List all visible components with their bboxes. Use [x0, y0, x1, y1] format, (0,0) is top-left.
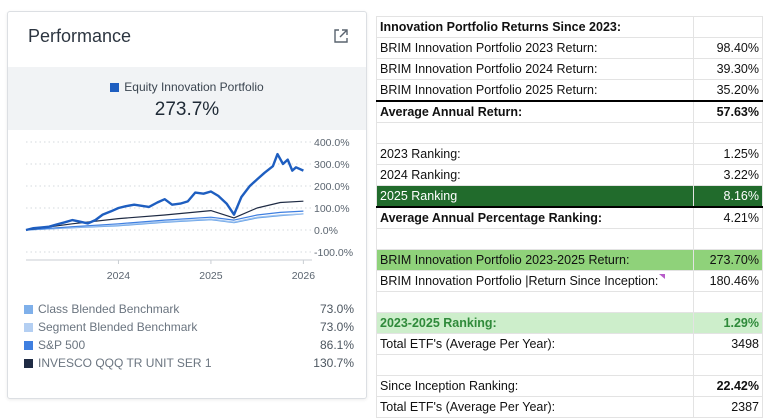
- cell-value[interactable]: 3498: [693, 333, 763, 355]
- y-tick-label: 200.0%: [314, 181, 350, 193]
- cell-label[interactable]: Average Annual Return:: [375, 100, 695, 123]
- legend-label: Segment Blended Benchmark: [38, 320, 198, 334]
- performance-card: Performance Equity Innovation Portfolio …: [7, 11, 367, 399]
- y-tick-label: 300.0%: [314, 159, 350, 171]
- cell-value[interactable]: 1.25%: [693, 143, 763, 165]
- legend-label: INVESCO QQQ TR UNIT SER 1: [38, 356, 212, 370]
- cell-value[interactable]: 57.63%: [693, 100, 763, 123]
- cell-value[interactable]: [693, 354, 763, 376]
- table-row: BRIM Innovation Portfolio |Return Since …: [375, 270, 763, 292]
- x-tick-label: 2024: [107, 270, 131, 282]
- cell-value[interactable]: 98.40%: [693, 37, 763, 59]
- cell-label[interactable]: [375, 291, 695, 313]
- y-tick-label: 100.0%: [314, 203, 350, 215]
- legend-swatch: [24, 305, 33, 314]
- cell-value[interactable]: [693, 16, 763, 38]
- benchmark-legend: Class Blended Benchmark 73.0% Segment Blen…: [22, 301, 354, 373]
- legend-value: 86.1%: [319, 338, 354, 352]
- legend-swatch: [24, 359, 33, 368]
- primary-series-legend: Equity Innovation Portfolio: [8, 80, 366, 94]
- cell-value[interactable]: 180.46%: [693, 270, 763, 292]
- legend-value: 73.0%: [319, 320, 354, 334]
- cell-label[interactable]: [375, 228, 695, 250]
- cell-value[interactable]: [693, 122, 763, 144]
- series-line-equity-innovation-portfolio: [25, 152, 304, 232]
- table-row: Total ETF's (Average Per Year): 2387: [375, 396, 763, 418]
- cell-label[interactable]: 2024 Ranking:: [375, 164, 695, 186]
- table-row: 2025 Ranking 8.16%: [375, 185, 763, 208]
- comment-flag-icon: [659, 273, 666, 279]
- legend-value: 130.7%: [313, 356, 354, 370]
- table-row: Innovation Portfolio Returns Since 2023:: [375, 16, 763, 38]
- cell-label[interactable]: [375, 122, 695, 144]
- card-title: Performance: [28, 26, 132, 46]
- table-row: 2023-2025 Ranking: 1.29%: [375, 312, 763, 334]
- cell-label[interactable]: Total ETF's (Average Per Year):: [375, 333, 695, 355]
- cell-label[interactable]: 2023 Ranking:: [375, 143, 695, 165]
- cell-value[interactable]: [693, 228, 763, 250]
- cell-value[interactable]: 4.21%: [693, 206, 763, 229]
- legend-value: 73.0%: [319, 302, 354, 316]
- table-row: BRIM Innovation Portfolio 2023 Return: 9…: [375, 37, 763, 59]
- y-tick-label: 0.0%: [314, 225, 338, 237]
- cell-label[interactable]: [375, 354, 695, 376]
- returns-spreadsheet: Innovation Portfolio Returns Since 2023:…: [375, 16, 763, 418]
- table-row: BRIM Innovation Portfolio 2023-2025 Retu…: [375, 249, 763, 271]
- cell-label[interactable]: BRIM Innovation Portfolio 2024 Return:: [375, 58, 695, 80]
- cell-label[interactable]: Since Inception Ranking:: [375, 375, 695, 397]
- cell-label[interactable]: BRIM Innovation Portfolio 2025 Return:: [375, 79, 695, 102]
- table-row: 2023 Ranking: 1.25%: [375, 143, 763, 165]
- table-row: BRIM Innovation Portfolio 2025 Return: 3…: [375, 79, 763, 102]
- cell-label[interactable]: 2023-2025 Ranking:: [375, 312, 695, 334]
- table-row: Average Annual Percentage Ranking: 4.21%: [375, 206, 763, 229]
- table-row: [375, 122, 763, 144]
- table-row: Average Annual Return: 57.63%: [375, 100, 763, 123]
- cell-value[interactable]: 273.70%: [693, 249, 763, 271]
- legend-swatch: [24, 323, 33, 332]
- cell-label[interactable]: 2025 Ranking: [375, 185, 695, 208]
- y-tick-label: -100.0%: [314, 247, 353, 259]
- cell-label[interactable]: Average Annual Percentage Ranking:: [375, 206, 695, 229]
- cell-value[interactable]: 35.20%: [693, 79, 763, 102]
- legend-swatch: [24, 341, 33, 350]
- table-row: [375, 354, 763, 376]
- x-tick-label: 2026: [292, 270, 316, 282]
- table-row: Total ETF's (Average Per Year): 3498: [375, 333, 763, 355]
- series-swatch: [110, 83, 120, 92]
- cell-value[interactable]: 3.22%: [693, 164, 763, 186]
- series-line-invesco-qqq-tr-unit-ser-1: [25, 200, 304, 231]
- cell-value[interactable]: 8.16%: [693, 185, 763, 208]
- x-tick-label: 2025: [199, 270, 223, 282]
- series-line-segment-blended-benchmark: [25, 213, 304, 231]
- performance-chart: 400.0% 300.0% 200.0% 100.0% 0.0% -100.0% 2024…: [25, 137, 353, 282]
- cell-label-text: BRIM Innovation Portfolio |Return Since …: [380, 273, 659, 288]
- legend-label: S&P 500: [38, 338, 86, 352]
- series-line-s-p-500: [25, 210, 304, 231]
- table-row: Since Inception Ranking: 22.42%: [375, 375, 763, 397]
- legend-item[interactable]: Segment Blended Benchmark 73.0%: [22, 319, 354, 337]
- legend-item[interactable]: INVESCO QQQ TR UNIT SER 1 130.7%: [22, 355, 354, 373]
- primary-series-name: Equity Innovation Portfolio: [124, 80, 264, 94]
- table-row: [375, 291, 763, 313]
- table-row: 2024 Ranking: 3.22%: [375, 164, 763, 186]
- table-row: BRIM Innovation Portfolio 2024 Return: 3…: [375, 58, 763, 80]
- cell-label[interactable]: Total ETF's (Average Per Year):: [375, 396, 695, 418]
- table-row: [375, 228, 763, 250]
- cell-value[interactable]: 2387: [693, 396, 763, 418]
- y-tick-label: 400.0%: [314, 137, 350, 149]
- cell-label[interactable]: BRIM Innovation Portfolio 2023-2025 Retu…: [375, 249, 695, 271]
- legend-label: Class Blended Benchmark: [38, 302, 180, 316]
- external-link-icon[interactable]: [332, 27, 350, 45]
- legend-item[interactable]: S&P 500 86.1%: [22, 337, 354, 355]
- cell-label[interactable]: Innovation Portfolio Returns Since 2023:: [375, 16, 695, 38]
- legend-item[interactable]: Class Blended Benchmark 73.0%: [22, 301, 354, 319]
- cell-value[interactable]: [693, 291, 763, 313]
- cell-label[interactable]: BRIM Innovation Portfolio |Return Since …: [375, 270, 695, 292]
- primary-return-value: 273.7%: [154, 99, 220, 120]
- cell-value[interactable]: 1.29%: [693, 312, 763, 334]
- cell-label[interactable]: BRIM Innovation Portfolio 2023 Return:: [375, 37, 695, 59]
- summary-panel: Equity Innovation Portfolio 273.7%: [8, 67, 366, 130]
- cell-value[interactable]: 22.42%: [693, 375, 763, 397]
- cell-value[interactable]: 39.30%: [693, 58, 763, 80]
